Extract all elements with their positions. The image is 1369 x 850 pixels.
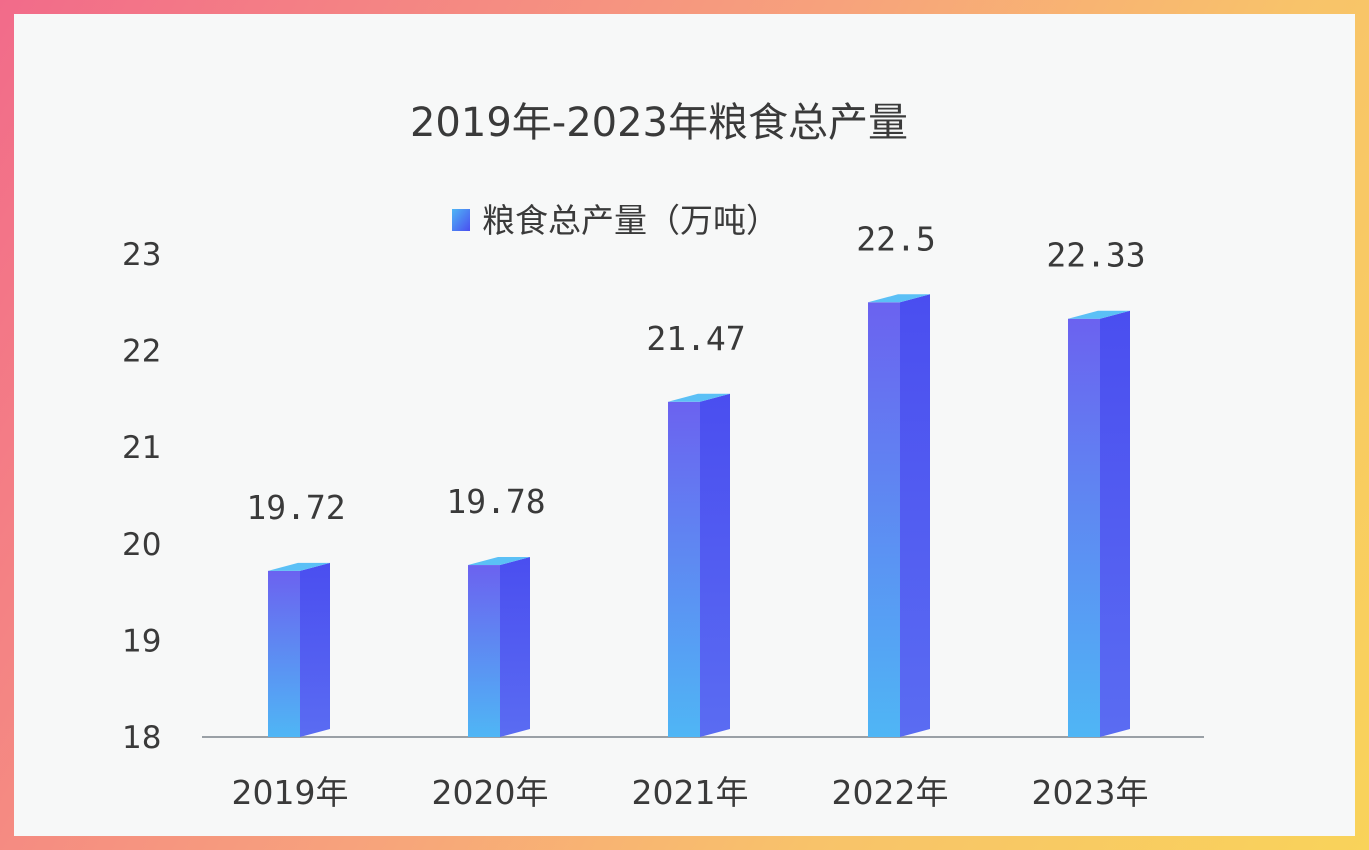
value-label: 22.33	[1046, 236, 1145, 275]
bar	[468, 557, 530, 737]
bar-front	[868, 302, 900, 737]
bar-chart: 2019年-2023年粮食总产量 粮食总产量（万吨） 181920212223 …	[122, 100, 1204, 812]
y-tick-label: 19	[122, 623, 161, 659]
bar-front	[1068, 318, 1100, 737]
bar-front	[468, 565, 500, 737]
bar-cap	[868, 294, 930, 303]
bar	[268, 562, 330, 737]
bar-cap	[468, 557, 530, 566]
chart-panel: 2019年-2023年粮食总产量 粮食总产量（万吨） 18 19 20 21 22 23 …	[14, 14, 1355, 836]
x-tick-label: 2021年	[632, 773, 749, 812]
legend-label: 粮食总产量（万吨）	[482, 201, 779, 240]
x-tick-label: 2022年	[832, 773, 949, 812]
y-tick-label: 22	[122, 334, 161, 370]
value-label: 21.47	[646, 319, 745, 358]
y-tick-label: 21	[122, 430, 161, 466]
bar-cap	[268, 562, 330, 571]
x-axis: 2019年 2020年 2021年 2022年 2023年	[232, 773, 1149, 812]
bar-cap	[668, 393, 730, 402]
bar-front	[668, 401, 700, 737]
value-label: 19.78	[446, 482, 545, 521]
x-tick-label: 2019年	[232, 773, 349, 812]
bar	[868, 294, 930, 737]
legend: 粮食总产量（万吨）	[452, 201, 779, 240]
bar-side	[500, 557, 530, 737]
legend-swatch	[452, 209, 470, 231]
y-tick-label: 20	[122, 527, 161, 563]
chart-title: 2019年-2023年粮食总产量	[410, 100, 908, 146]
bar	[1068, 310, 1130, 737]
bar-side	[300, 562, 330, 737]
value-label: 19.72	[246, 488, 345, 527]
value-labels: 19.72 19.78 21.47 22.5 22.33	[246, 219, 1145, 527]
bars	[268, 294, 1130, 737]
bar-side	[700, 393, 730, 737]
y-tick-label: 23	[122, 237, 161, 273]
bar-cap	[1068, 310, 1130, 319]
bar-front	[268, 570, 300, 737]
value-label: 22.5	[856, 219, 935, 258]
y-axis: 18 19 20 21 22 23	[122, 237, 161, 756]
x-tick-label: 2023年	[1032, 773, 1149, 812]
x-tick-label: 2020年	[432, 773, 549, 812]
bar-side	[900, 294, 930, 737]
y-tick-label: 18	[122, 720, 161, 756]
bar-side	[1100, 310, 1130, 737]
bar	[668, 393, 730, 737]
